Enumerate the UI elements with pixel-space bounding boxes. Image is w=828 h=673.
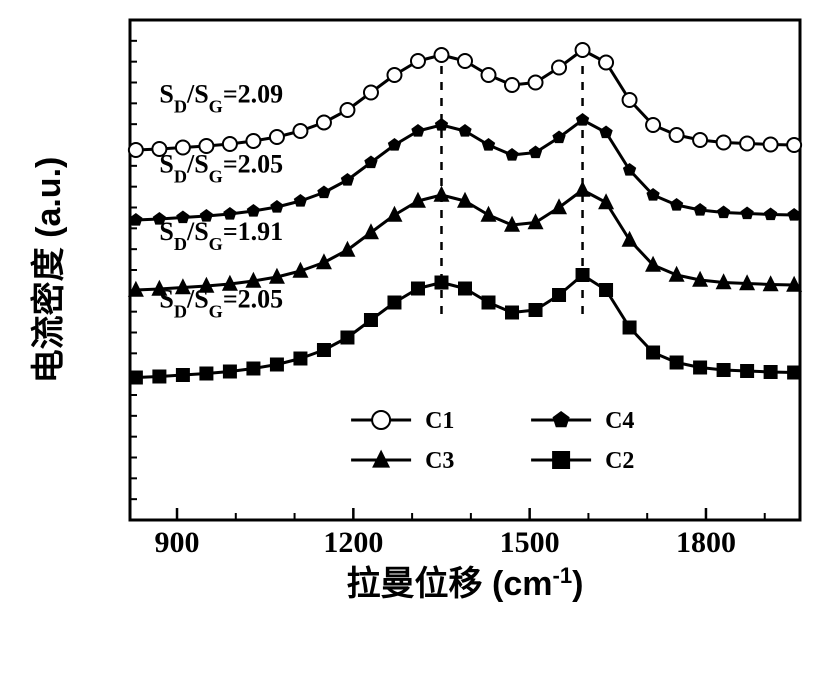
svg-text:1200: 1200 — [323, 526, 383, 559]
svg-text:1500: 1500 — [500, 526, 560, 559]
svg-text:900: 900 — [155, 526, 200, 559]
svg-text:C3: C3 — [425, 448, 454, 474]
svg-text:C2: C2 — [605, 448, 634, 474]
svg-text:拉曼位移 (cm-1): 拉曼位移 (cm-1) — [347, 563, 584, 604]
svg-text:C4: C4 — [605, 408, 634, 434]
svg-text:1800: 1800 — [676, 526, 736, 559]
chart-container: 900120015001800拉曼位移 (cm-1)电流密度 (a.u.)SD/… — [0, 0, 828, 673]
svg-text:C1: C1 — [425, 408, 454, 434]
svg-text:电流密度 (a.u.): 电流密度 (a.u.) — [29, 157, 68, 384]
raman-spectra-chart: 900120015001800拉曼位移 (cm-1)电流密度 (a.u.)SD/… — [0, 0, 828, 673]
